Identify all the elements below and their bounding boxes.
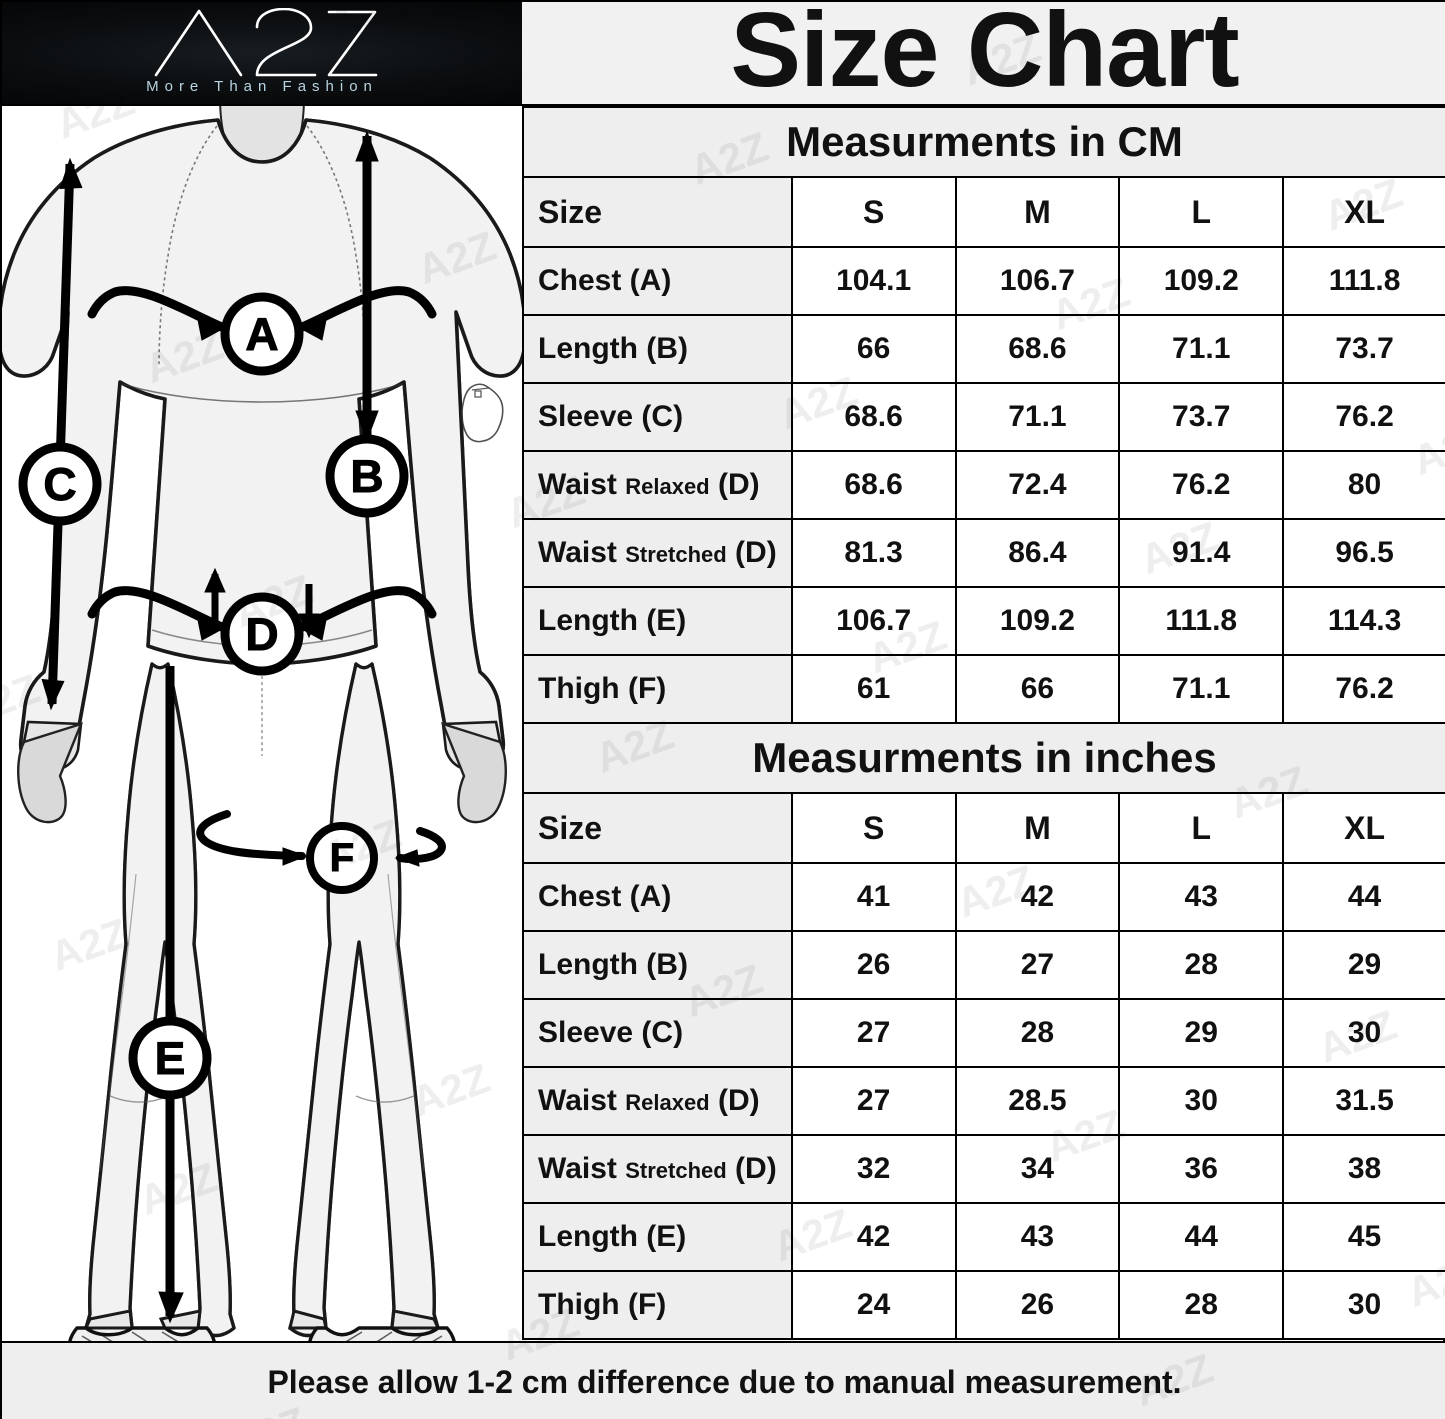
svg-text:C: C	[43, 458, 76, 510]
svg-text:B: B	[350, 450, 383, 502]
svg-text:F: F	[330, 836, 354, 880]
svg-text:E: E	[155, 1032, 186, 1084]
svg-text:D: D	[245, 608, 278, 660]
svg-text:A: A	[245, 308, 278, 360]
